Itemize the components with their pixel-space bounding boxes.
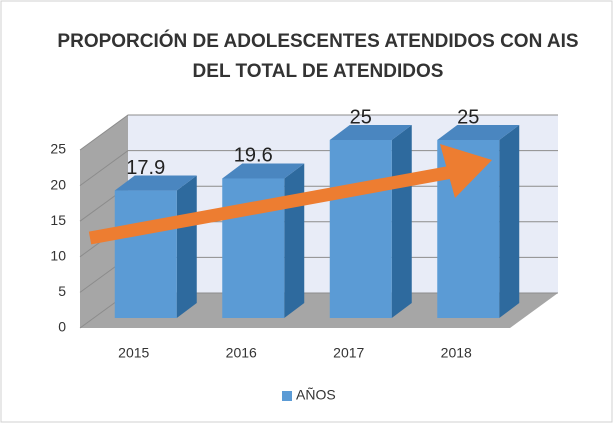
bar-side xyxy=(176,175,197,318)
bar xyxy=(222,163,305,318)
x-tick-label: 2016 xyxy=(226,345,257,361)
value-label: 25 xyxy=(350,106,372,128)
bar-front xyxy=(114,190,177,318)
y-tick-label: 0 xyxy=(58,319,66,335)
bar-top xyxy=(329,125,412,140)
bar-side xyxy=(284,163,305,318)
bar-top xyxy=(222,163,305,179)
bar-side xyxy=(499,125,520,318)
y-tick-label: 25 xyxy=(50,141,66,157)
bar xyxy=(114,175,197,318)
y-tick-label: 5 xyxy=(58,283,66,299)
arrow-shaft xyxy=(88,165,454,245)
value-label: 25 xyxy=(457,106,479,128)
value-label: 17.9 xyxy=(126,157,165,179)
bar-side xyxy=(391,125,412,318)
trend-arrow xyxy=(88,144,492,245)
x-tick-label: 2017 xyxy=(333,345,364,361)
value-label: 19.6 xyxy=(234,145,273,167)
bar-front xyxy=(329,140,392,318)
plot-area: 0 5 10 15 20 25 2015 17.9 2016 19.6 2017 25 2018 25 xyxy=(50,106,558,361)
x-tick-label: 2015 xyxy=(118,345,149,361)
y-tick-label: 20 xyxy=(50,176,66,192)
y-tick-label: 15 xyxy=(50,212,66,228)
chart-title-line: DEL TOTAL DE ATENDIDOS xyxy=(193,61,444,82)
grid-line xyxy=(79,150,558,187)
chart-title-line: PROPORCIÓN DE ADOLESCENTES ATENDIDOS CON… xyxy=(57,30,578,52)
arrow-head xyxy=(440,144,492,198)
legend-swatch xyxy=(282,391,292,401)
legend-label: AÑOS xyxy=(296,387,336,403)
bar-top xyxy=(114,175,197,191)
y-tick-label: 10 xyxy=(50,248,66,264)
x-tick-label: 2018 xyxy=(441,345,472,361)
bar-top xyxy=(437,125,520,140)
bar xyxy=(329,125,412,318)
grid-line xyxy=(79,114,558,151)
